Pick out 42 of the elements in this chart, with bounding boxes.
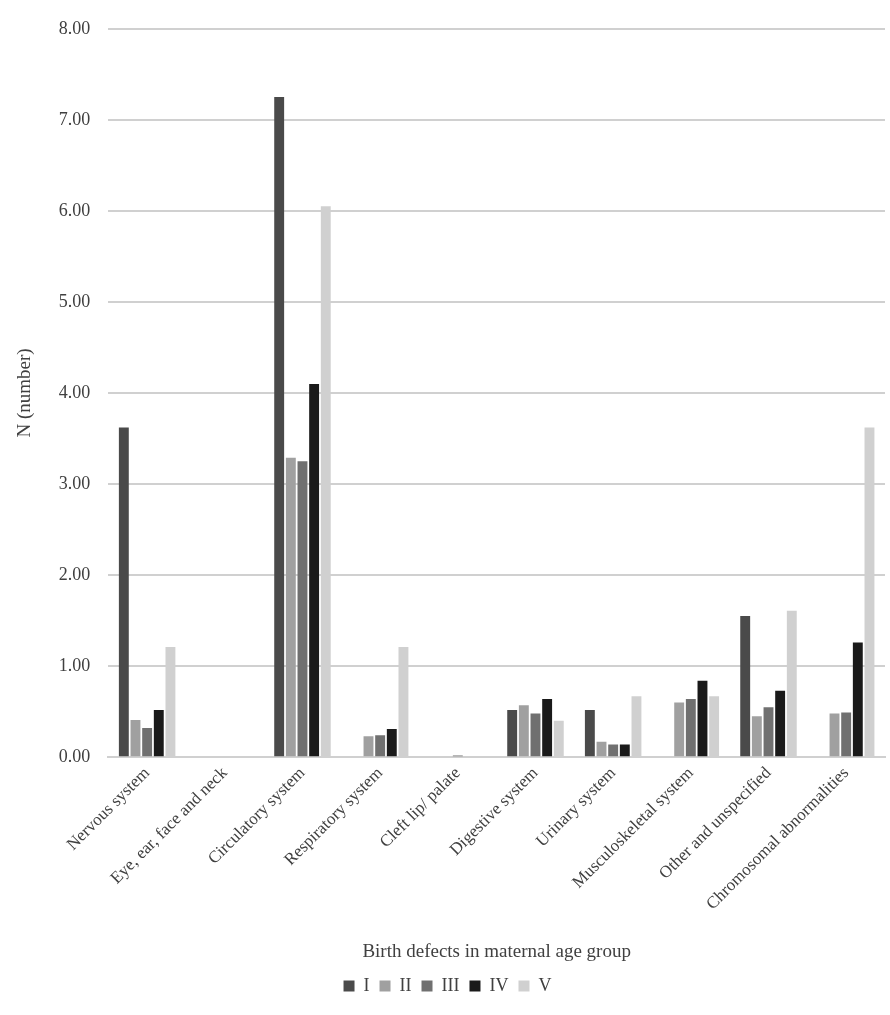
bar <box>674 702 685 757</box>
bar <box>130 719 141 757</box>
bar <box>386 729 397 757</box>
bar <box>697 680 708 757</box>
bar <box>375 735 386 757</box>
legend-label: I <box>363 974 370 995</box>
bar <box>363 736 374 757</box>
y-tick-label: 6.00 <box>58 199 91 220</box>
bar <box>297 461 308 757</box>
bar <box>763 707 774 757</box>
bar <box>518 705 529 757</box>
y-tick-label: 2.00 <box>58 563 91 584</box>
bar <box>274 97 285 757</box>
y-tick-label: 3.00 <box>58 472 91 493</box>
bar <box>542 698 553 757</box>
bar <box>852 642 863 757</box>
y-tick-label: 4.00 <box>58 381 91 402</box>
legend-label: V <box>538 974 552 995</box>
y-axis-title: N (number) <box>13 348 36 438</box>
bar <box>685 698 696 757</box>
bar <box>740 616 751 757</box>
legend-label: III <box>441 974 460 995</box>
bar <box>608 744 619 757</box>
bar <box>285 457 296 757</box>
bar <box>751 716 762 757</box>
y-tick-label: 8.00 <box>58 17 91 38</box>
bar <box>142 728 153 757</box>
bar <box>309 383 320 757</box>
y-tick-label: 0.00 <box>58 745 91 766</box>
bar <box>153 709 164 757</box>
x-axis-title: Birth defects in maternal age group <box>362 939 631 961</box>
bar <box>619 744 630 757</box>
y-tick-label: 5.00 <box>58 290 91 311</box>
y-tick-label: 1.00 <box>58 654 91 675</box>
bar <box>118 427 129 757</box>
bar <box>841 712 852 757</box>
legend-label: IV <box>489 974 509 995</box>
y-tick-label: 7.00 <box>58 108 91 129</box>
bar <box>507 709 518 757</box>
bar <box>775 690 786 757</box>
bar <box>584 709 595 757</box>
legend-label: II <box>399 974 412 995</box>
